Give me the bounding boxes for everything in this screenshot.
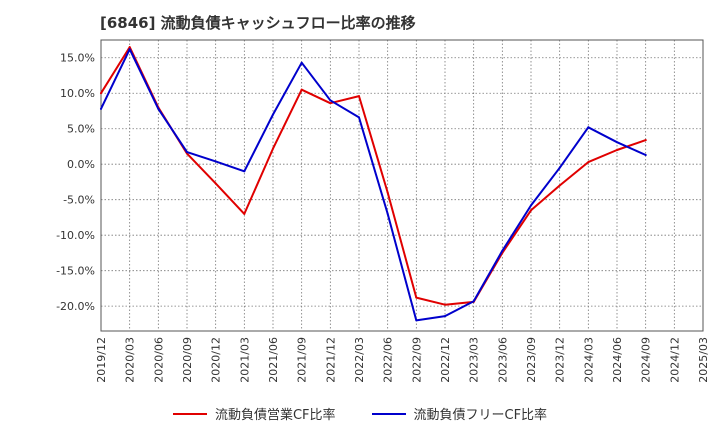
y-tick-label: -5.0% (63, 194, 95, 207)
x-tick-label: 2022/09 (410, 337, 423, 383)
x-tick-label: 2022/12 (439, 337, 452, 383)
x-tick-label: 2023/03 (468, 337, 481, 383)
chart-legend: 流動負債営業CF比率 流動負債フリーCF比率 (0, 404, 720, 423)
data-point (100, 92, 102, 95)
data-point (358, 95, 360, 98)
x-tick-label: 2020/09 (181, 337, 194, 383)
data-point (300, 88, 303, 91)
data-point (100, 107, 102, 110)
x-tick-label: 2020/03 (124, 337, 137, 383)
y-tick-label: 10.0% (60, 87, 95, 100)
data-point (415, 319, 418, 322)
x-tick-label: 2023/09 (525, 337, 538, 383)
x-tick-label: 2020/12 (210, 337, 223, 383)
data-point (558, 166, 561, 169)
x-tick-label: 2025/03 (697, 337, 710, 383)
data-point (214, 160, 217, 163)
data-point (243, 212, 246, 215)
data-point (558, 184, 561, 187)
data-point (530, 204, 532, 207)
data-point (300, 61, 303, 64)
x-tick-label: 2022/06 (382, 337, 395, 383)
data-point (616, 149, 618, 152)
legend-swatch-free-cf (371, 412, 406, 415)
series-line-0 (100, 46, 647, 306)
data-point (587, 126, 590, 129)
data-point (472, 300, 475, 303)
y-tick-label: -15.0% (56, 265, 95, 278)
legend-label-free-cf: 流動負債フリーCF比率 (413, 408, 548, 423)
data-point (587, 161, 590, 164)
data-point (358, 116, 360, 119)
x-tick-label: 2019/12 (95, 337, 108, 383)
series-line-1 (100, 48, 647, 322)
x-tick-label: 2024/03 (582, 337, 595, 383)
data-point (644, 153, 647, 156)
data-point (329, 102, 332, 105)
y-tick-label: 5.0% (67, 123, 95, 136)
data-point (644, 139, 647, 142)
data-point (444, 303, 446, 306)
x-tick-label: 2021/06 (267, 337, 280, 383)
x-tick-label: 2024/09 (640, 337, 653, 383)
x-tick-label: 2023/06 (496, 337, 509, 383)
data-point (616, 141, 618, 144)
data-point (128, 46, 131, 49)
plot-area (101, 40, 703, 331)
data-point (272, 113, 274, 116)
data-point (157, 107, 160, 110)
legend-label-operating-cf: 流動負債営業CF比率 (214, 408, 336, 423)
legend-item-operating-cf: 流動負債営業CF比率 (172, 404, 336, 423)
x-tick-label: 2022/03 (353, 337, 366, 383)
x-tick-label: 2021/12 (324, 337, 337, 383)
data-point (243, 170, 246, 173)
legend-swatch-operating-cf (172, 412, 207, 415)
data-point (501, 249, 504, 252)
x-tick-label: 2021/09 (296, 337, 309, 383)
x-tick-label: 2024/12 (668, 337, 681, 383)
data-point (415, 296, 418, 299)
data-point (530, 209, 532, 212)
x-tick-label: 2023/12 (554, 337, 567, 383)
x-tick-label: 2024/06 (611, 337, 624, 383)
data-point (386, 212, 389, 215)
x-tick-label: 2020/06 (152, 337, 165, 383)
data-point (329, 99, 332, 102)
y-tick-label: 0.0% (67, 158, 95, 171)
data-point (128, 48, 131, 51)
chart-title: [6846] 流動負債キャッシュフロー比率の推移 (100, 14, 416, 32)
plot-frame (100, 39, 704, 332)
y-tick-label: -20.0% (56, 300, 95, 313)
data-point (186, 151, 188, 154)
data-point (272, 147, 274, 150)
y-tick-label: 15.0% (60, 52, 95, 65)
data-point (386, 191, 389, 194)
y-tick-label: -10.0% (56, 229, 95, 242)
data-point (214, 182, 217, 185)
data-point (444, 315, 446, 318)
legend-item-free-cf: 流動負債フリーCF比率 (371, 404, 548, 423)
x-tick-label: 2021/03 (238, 337, 251, 383)
